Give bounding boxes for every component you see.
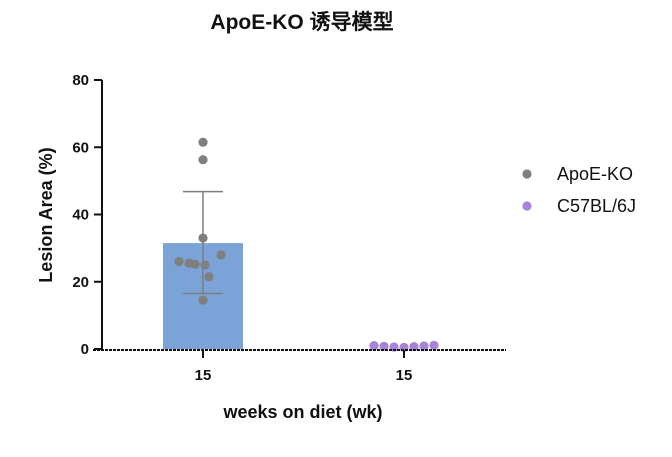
y-axis-label: Lesion Area (%) [36,147,56,282]
y-tick-label: 40 [72,207,89,224]
y-tick-label: 60 [72,139,89,156]
x-tick-label: 15 [396,367,413,384]
point-c57bl [419,341,429,351]
legend-marker [522,201,532,211]
legend-label: ApoE-KO [557,164,633,184]
x-tick-label: 15 [195,367,212,384]
point-apoe-ko [200,260,210,270]
legend-marker [522,169,532,179]
point-apoe-ko [198,233,208,243]
point-apoe-ko [198,295,208,305]
point-c57bl [429,340,439,350]
x-axis-label: weeks on diet (wk) [222,402,382,422]
point-apoe-ko [216,250,226,260]
point-apoe-ko [198,137,208,147]
legend: ApoE-KO C57BL/6J [522,164,636,216]
point-c57bl [369,341,379,351]
point-apoe-ko [190,259,200,269]
chart-title: ApoE-KO 诱导模型 [210,10,393,34]
y-tick-label: 0 [81,341,89,358]
point-apoe-ko [204,272,214,282]
point-apoe-ko [198,155,208,165]
point-c57bl [409,342,419,352]
y-tick-label: 80 [72,72,89,89]
y-tick-label: 20 [72,274,89,291]
point-apoe-ko [174,256,184,267]
plot-area: 0 20 40 60 80 15 15 [72,72,506,384]
legend-label: C57BL/6J [557,196,636,216]
point-c57bl [379,341,389,351]
